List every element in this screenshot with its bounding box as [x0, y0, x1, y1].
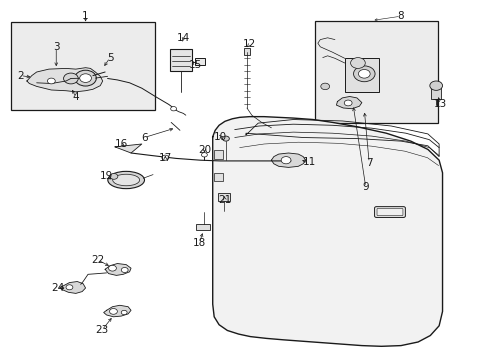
Text: 9: 9: [362, 182, 368, 192]
Circle shape: [110, 174, 118, 179]
Circle shape: [108, 265, 116, 271]
Circle shape: [162, 155, 168, 160]
Text: 21: 21: [218, 195, 231, 205]
Bar: [196, 224, 209, 230]
Text: 11: 11: [302, 157, 315, 167]
Polygon shape: [27, 68, 102, 92]
Circle shape: [222, 136, 229, 141]
Text: 12: 12: [242, 39, 256, 49]
Circle shape: [121, 310, 127, 315]
Polygon shape: [271, 153, 305, 167]
Ellipse shape: [112, 174, 140, 186]
Bar: [344, 58, 378, 92]
Polygon shape: [336, 96, 361, 109]
Circle shape: [281, 157, 290, 164]
Bar: [315, 21, 437, 123]
Circle shape: [121, 267, 128, 273]
Text: 22: 22: [91, 255, 104, 265]
Text: 23: 23: [95, 325, 108, 336]
Text: 6: 6: [141, 132, 147, 143]
Polygon shape: [212, 117, 442, 346]
Text: 7: 7: [365, 158, 372, 168]
Text: 24: 24: [51, 283, 64, 293]
Bar: [218, 193, 230, 201]
Circle shape: [353, 66, 374, 82]
Text: 19: 19: [100, 171, 113, 181]
Text: 3: 3: [53, 42, 60, 52]
Bar: [194, 58, 205, 65]
Polygon shape: [115, 144, 142, 153]
Text: 1: 1: [82, 11, 89, 21]
FancyBboxPatch shape: [374, 207, 405, 217]
Circle shape: [66, 285, 73, 290]
Text: 8: 8: [397, 11, 404, 21]
Circle shape: [320, 83, 329, 90]
Text: 15: 15: [188, 60, 202, 70]
Text: 18: 18: [192, 238, 206, 248]
Circle shape: [201, 153, 207, 157]
Polygon shape: [60, 282, 85, 293]
Text: 16: 16: [114, 139, 128, 149]
Bar: [170, 49, 191, 71]
Text: 17: 17: [158, 153, 172, 163]
Bar: [214, 150, 223, 159]
Circle shape: [350, 58, 365, 68]
Bar: [243, 48, 250, 55]
Polygon shape: [105, 264, 131, 275]
Text: 13: 13: [432, 99, 446, 109]
Text: 4: 4: [72, 92, 79, 102]
Circle shape: [344, 100, 351, 106]
Text: 20: 20: [198, 145, 210, 156]
Circle shape: [47, 78, 55, 84]
Polygon shape: [430, 85, 440, 99]
Circle shape: [170, 107, 176, 111]
Text: 5: 5: [106, 53, 113, 63]
Circle shape: [109, 309, 117, 314]
Circle shape: [358, 69, 369, 78]
Text: 14: 14: [176, 33, 190, 43]
Polygon shape: [103, 305, 131, 317]
Circle shape: [75, 70, 96, 86]
Bar: [11, 22, 155, 110]
Circle shape: [63, 73, 78, 84]
Circle shape: [429, 81, 442, 90]
FancyBboxPatch shape: [376, 208, 402, 216]
Circle shape: [80, 74, 91, 82]
Text: 2: 2: [17, 71, 24, 81]
Bar: [214, 173, 223, 181]
Ellipse shape: [108, 171, 144, 189]
Text: 10: 10: [213, 132, 226, 142]
